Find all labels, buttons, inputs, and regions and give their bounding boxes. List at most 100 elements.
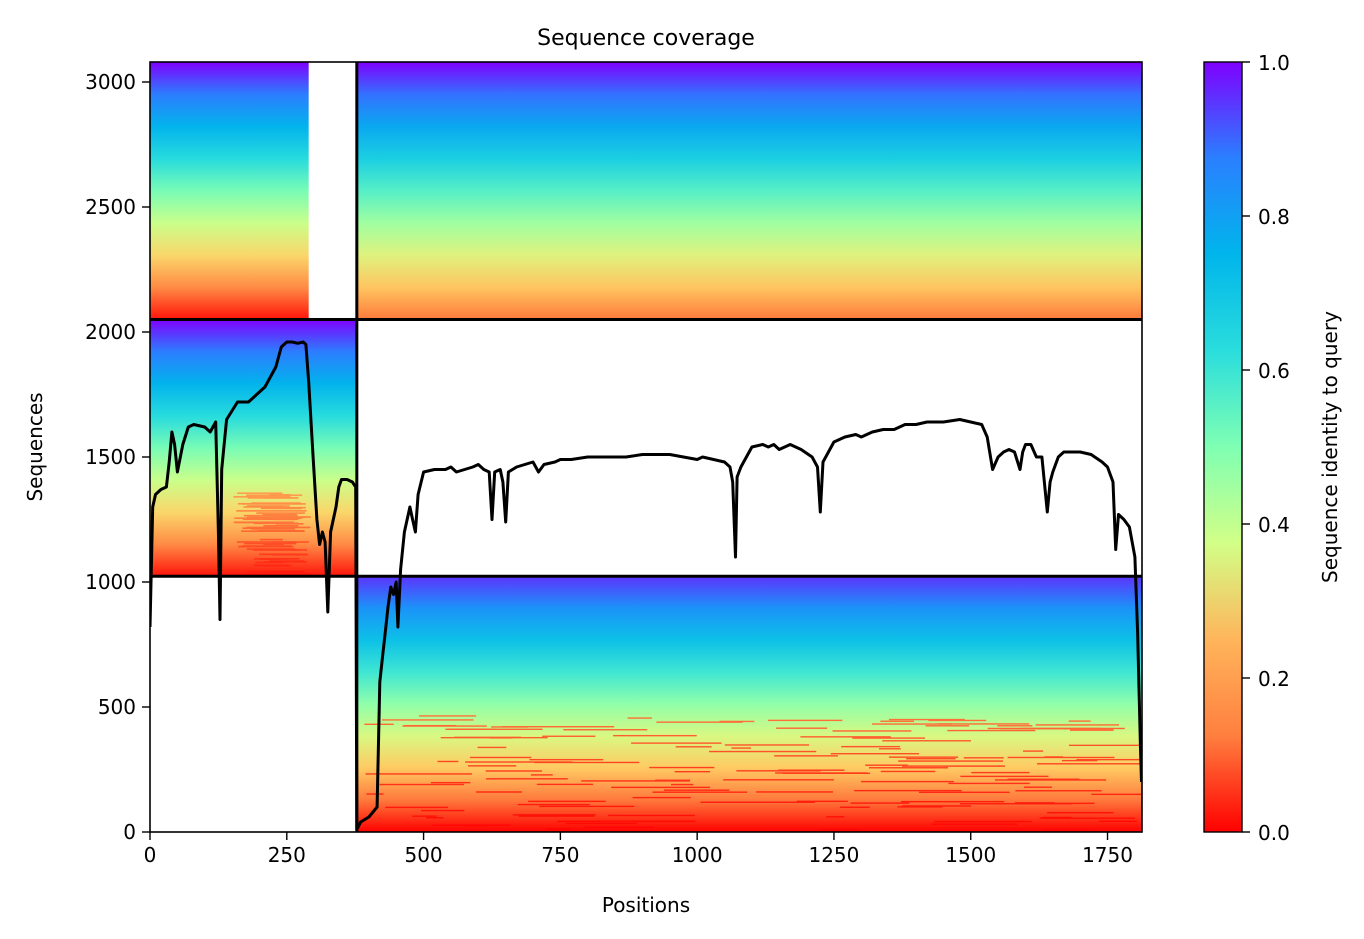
hit-streak xyxy=(463,825,489,827)
heatmap-block-chain-B-hits-top xyxy=(356,62,1142,320)
x-tick-label: 750 xyxy=(541,843,579,867)
hit-streak xyxy=(253,564,288,567)
hit-streak xyxy=(655,779,691,781)
hit-streak xyxy=(502,725,615,728)
hit-streak xyxy=(259,553,300,556)
hit-streak xyxy=(268,493,291,496)
hit-streak xyxy=(1076,758,1142,761)
x-tick-label: 1750 xyxy=(1082,843,1133,867)
hit-streak xyxy=(1043,829,1089,831)
hit-streak xyxy=(536,783,594,786)
hit-streak xyxy=(925,725,970,727)
x-tick-label: 1500 xyxy=(945,843,996,867)
hit-streak xyxy=(262,497,299,499)
hit-streak xyxy=(774,755,838,757)
colorbar-tick-label: 0.0 xyxy=(1258,821,1290,845)
hit-streak xyxy=(236,541,296,543)
y-tick-label: 0 xyxy=(123,820,136,844)
hit-streak xyxy=(649,766,715,769)
hit-streak xyxy=(880,770,936,773)
colorbar-tick-label: 0.2 xyxy=(1258,667,1290,691)
hit-streak xyxy=(880,720,915,722)
hit-streak xyxy=(700,801,815,803)
heatmap-block-chain-B-hits xyxy=(356,576,1142,832)
hit-streak xyxy=(768,719,843,722)
hit-streak xyxy=(997,725,1033,727)
hit-streak xyxy=(608,814,695,817)
hit-streak xyxy=(631,742,722,744)
y-tick-label: 2500 xyxy=(85,195,136,219)
hit-streak xyxy=(888,718,965,721)
hit-streak xyxy=(489,737,513,739)
hit-streak xyxy=(385,806,449,809)
hit-streak xyxy=(664,789,730,791)
hit-streak xyxy=(264,561,307,563)
hit-streak xyxy=(379,783,464,786)
hit-streak xyxy=(565,822,638,825)
hit-streak xyxy=(934,820,1032,823)
hit-streak xyxy=(709,750,817,753)
hit-streak xyxy=(264,572,308,575)
hit-streak xyxy=(581,780,690,782)
colorbar-gradient xyxy=(1203,61,1243,833)
hit-streak xyxy=(1035,724,1120,726)
plot-frame xyxy=(149,61,1143,833)
hit-streak xyxy=(959,803,1073,805)
hit-streak xyxy=(1023,750,1044,752)
hit-streak xyxy=(850,802,910,804)
hit-streak xyxy=(1047,811,1114,814)
hit-streak xyxy=(418,715,477,717)
y-tick-label: 3000 xyxy=(85,70,136,94)
hit-streak xyxy=(237,492,283,495)
hit-streak xyxy=(800,736,891,738)
hit-streak xyxy=(252,549,300,551)
hit-streak xyxy=(882,740,971,742)
hit-streak xyxy=(675,746,712,748)
hit-streak xyxy=(1007,778,1080,780)
x-tick-label: 0 xyxy=(144,843,157,867)
hit-streak xyxy=(937,723,1030,725)
hit-streak xyxy=(1061,759,1098,762)
hit-streak xyxy=(960,775,1049,778)
hit-streak xyxy=(253,522,299,525)
hit-streak xyxy=(243,506,283,508)
coverage-line xyxy=(150,340,1142,831)
hit-streak xyxy=(663,820,696,822)
hit-streak xyxy=(731,747,752,749)
hit-streak xyxy=(1023,786,1053,788)
hit-streak xyxy=(256,512,305,514)
hit-streak xyxy=(918,791,1010,794)
hit-streak xyxy=(778,769,845,771)
hit-streak xyxy=(437,760,459,763)
hit-streak xyxy=(260,538,283,541)
hit-streak xyxy=(947,729,1036,732)
hit-streak xyxy=(236,510,307,512)
hit-streak xyxy=(412,815,437,817)
plot-area xyxy=(150,62,1142,832)
hit-streak xyxy=(255,561,283,564)
y-tick-label: 2000 xyxy=(85,320,136,344)
hit-streak xyxy=(247,570,305,573)
hit-streak xyxy=(723,779,834,781)
hit-streak xyxy=(832,730,912,732)
hit-streak xyxy=(449,728,496,731)
hit-streak xyxy=(491,726,529,728)
hit-streak xyxy=(861,780,954,783)
hit-streak xyxy=(432,824,511,826)
hit-streak xyxy=(534,761,640,764)
hit-streak xyxy=(1014,802,1055,804)
hit-streak xyxy=(1091,793,1142,796)
hit-streak xyxy=(263,524,299,527)
hit-streak xyxy=(262,513,297,516)
hit-streak xyxy=(963,757,1004,759)
hit-streak xyxy=(243,514,298,517)
hit-streak xyxy=(1069,729,1114,731)
hit-streak xyxy=(839,806,870,808)
hit-streak xyxy=(469,756,532,759)
y-axis-ticks: 0 500 1000 1500 2000 2500 3000 xyxy=(85,70,150,844)
hit-streak xyxy=(556,820,666,823)
colorbar-tick-label: 0.8 xyxy=(1258,205,1290,229)
hit-streak xyxy=(888,756,959,758)
hit-streak xyxy=(948,782,1030,785)
